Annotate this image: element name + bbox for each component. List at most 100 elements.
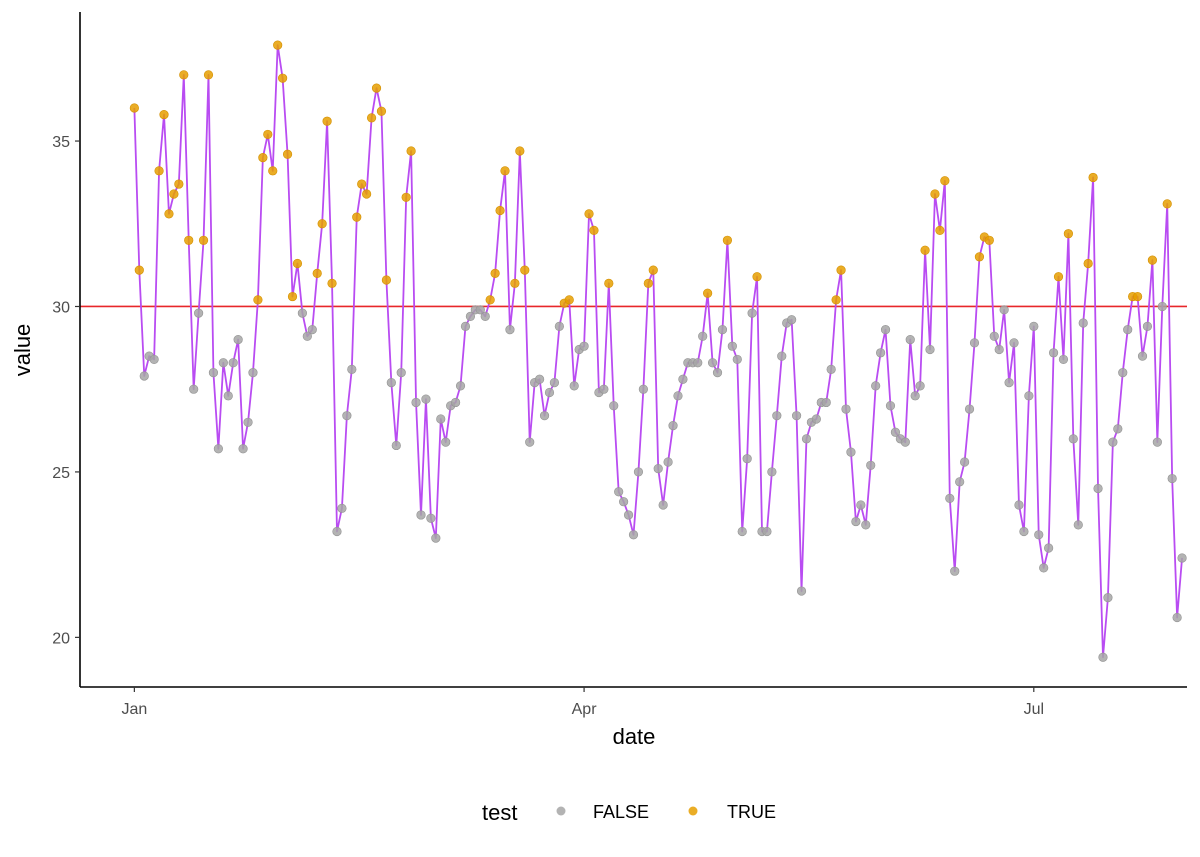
data-point-false: [208, 368, 219, 378]
data-point-true: [203, 70, 214, 80]
data-point-false: [1098, 652, 1108, 662]
data-point-true: [282, 149, 293, 159]
data-point-false: [1009, 338, 1019, 348]
data-point-true: [312, 268, 322, 279]
data-point-false: [623, 510, 634, 520]
data-point-true: [352, 212, 362, 222]
data-point-false: [1014, 500, 1024, 510]
data-point-true: [520, 265, 530, 275]
data-point-false: [945, 493, 955, 504]
data-point-false: [1172, 612, 1182, 623]
data-point-false: [1093, 483, 1103, 494]
data-point-false: [347, 364, 357, 374]
legend: test FALSE TRUE: [482, 800, 776, 825]
data-point-false: [1073, 520, 1083, 530]
data-point-false: [767, 467, 777, 477]
data-point-false: [1029, 321, 1039, 331]
data-point-false: [342, 411, 352, 421]
data-point-false: [727, 341, 737, 351]
data-point-true: [589, 225, 599, 235]
data-point-false: [549, 377, 560, 388]
data-point-true: [174, 179, 184, 189]
data-point-false: [238, 444, 248, 454]
data-point-false: [673, 391, 683, 401]
data-point-false: [871, 381, 881, 391]
data-point-false: [851, 516, 861, 527]
data-point-true: [273, 40, 283, 50]
data-point-false: [1123, 325, 1133, 335]
data-point-true: [752, 272, 762, 282]
data-point-false: [337, 503, 347, 513]
data-point-false: [579, 341, 589, 351]
data-point-false: [717, 325, 728, 335]
data-point-false: [989, 331, 999, 341]
data-point-false: [960, 457, 970, 467]
data-point-false: [707, 358, 718, 368]
data-point-false: [441, 437, 451, 447]
data-point-false: [248, 368, 258, 378]
data-point-false: [1167, 473, 1177, 484]
x-tick-label: Jan: [121, 701, 147, 718]
data-point-false: [391, 440, 401, 451]
data-point-false: [460, 321, 471, 331]
data-point-false: [732, 354, 742, 365]
data-point-false: [609, 401, 619, 411]
data-point-false: [1048, 348, 1059, 358]
data-point-false: [149, 354, 159, 365]
data-point-false: [787, 315, 797, 325]
data-point-false: [386, 377, 396, 388]
data-point-false: [742, 454, 752, 464]
data-point-false: [544, 387, 555, 398]
data-point-false: [475, 305, 485, 315]
data-point-false: [663, 457, 673, 467]
data-point-false: [450, 397, 461, 408]
y-axis-ticks: 20 25 30 35: [52, 134, 80, 647]
data-point-true: [1083, 258, 1093, 269]
data-point-false: [539, 411, 550, 421]
data-point-false: [777, 351, 787, 361]
data-point-false: [599, 384, 609, 394]
plot-area: [80, 40, 1187, 662]
data-point-true: [184, 235, 194, 245]
data-point-false: [964, 404, 975, 414]
data-point-false: [628, 530, 639, 540]
data-point-false: [999, 305, 1009, 315]
data-point-true: [164, 209, 174, 219]
data-point-true: [930, 189, 940, 199]
data-point-true: [322, 116, 332, 126]
legend-key-false: [556, 806, 566, 816]
data-point-false: [712, 368, 723, 378]
data-point-true: [406, 146, 416, 156]
data-point-true: [1132, 291, 1143, 302]
y-tick-label: 20: [52, 630, 70, 647]
data-point-true: [974, 252, 985, 262]
data-point-false: [421, 394, 431, 404]
data-point-true: [1063, 229, 1073, 239]
data-point-false: [480, 311, 490, 322]
data-point-true: [129, 103, 139, 113]
data-point-true: [584, 209, 594, 219]
data-point-false: [910, 391, 920, 401]
data-point-false: [880, 325, 891, 335]
y-tick-label: 25: [52, 465, 70, 482]
data-point-false: [431, 533, 441, 543]
data-point-false: [194, 308, 204, 318]
data-point-true: [366, 113, 377, 123]
data-point-false: [213, 444, 223, 454]
data-point-true: [371, 83, 382, 93]
data-point-false: [139, 371, 149, 381]
data-point-true: [935, 225, 945, 235]
data-point-false: [436, 414, 446, 424]
data-point-false: [737, 526, 747, 537]
data-point-false: [411, 397, 421, 408]
x-axis-ticks: Jan Apr Jul: [121, 687, 1044, 718]
data-point-false: [846, 447, 856, 457]
data-point-false: [811, 414, 821, 424]
data-point-false: [1039, 563, 1049, 573]
data-point-false: [455, 381, 466, 391]
data-point-true: [381, 275, 392, 285]
data-point-false: [856, 500, 866, 510]
data-point-false: [841, 404, 851, 414]
data-point-true: [362, 189, 372, 199]
x-tick-label: Apr: [572, 701, 598, 718]
